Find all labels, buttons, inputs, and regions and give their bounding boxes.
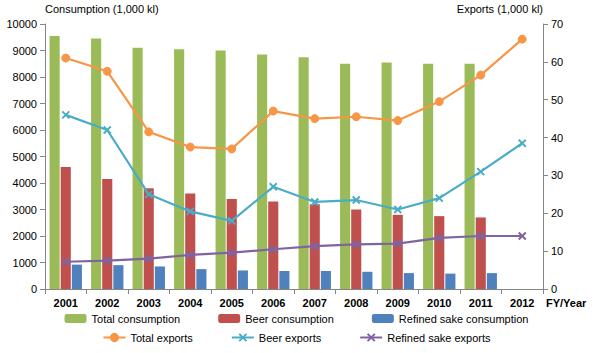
- svg-text:2008: 2008: [344, 297, 368, 309]
- svg-text:5000: 5000: [13, 151, 37, 163]
- svg-text:50: 50: [551, 94, 563, 106]
- svg-text:2009: 2009: [386, 297, 410, 309]
- svg-text:7000: 7000: [13, 98, 37, 110]
- svg-text:2000: 2000: [13, 230, 37, 242]
- svg-text:Consumption (1,000 kl): Consumption (1,000 kl): [45, 3, 159, 15]
- svg-text:2012: 2012: [510, 297, 534, 309]
- svg-text:2011: 2011: [469, 297, 493, 309]
- svg-text:2003: 2003: [137, 297, 161, 309]
- svg-text:10000: 10000: [6, 18, 37, 30]
- svg-text:6000: 6000: [13, 124, 37, 136]
- svg-text:40: 40: [551, 132, 563, 144]
- svg-text:2004: 2004: [178, 297, 203, 309]
- svg-text:Exports (1,000 kl): Exports (1,000 kl): [457, 3, 543, 15]
- svg-text:2001: 2001: [54, 297, 78, 309]
- svg-text:0: 0: [551, 283, 557, 295]
- svg-text:Total consumption: Total consumption: [92, 313, 181, 325]
- svg-text:Beer exports: Beer exports: [259, 332, 322, 344]
- svg-text:70: 70: [551, 18, 563, 30]
- svg-text:30: 30: [551, 169, 563, 181]
- svg-text:Refined sake exports: Refined sake exports: [387, 332, 491, 344]
- svg-text:1000: 1000: [13, 257, 37, 269]
- svg-text:60: 60: [551, 56, 563, 68]
- svg-text:2005: 2005: [220, 297, 244, 309]
- svg-text:9000: 9000: [13, 45, 37, 57]
- svg-text:Refined sake consumption: Refined sake consumption: [399, 313, 529, 325]
- svg-text:4000: 4000: [13, 177, 37, 189]
- svg-text:0: 0: [31, 283, 37, 295]
- svg-text:3000: 3000: [13, 204, 37, 216]
- svg-text:8000: 8000: [13, 71, 37, 83]
- svg-text:FY/Year: FY/Year: [546, 297, 587, 309]
- svg-text:Beer consumption: Beer consumption: [245, 313, 334, 325]
- svg-text:2007: 2007: [303, 297, 327, 309]
- svg-text:10: 10: [551, 245, 563, 257]
- svg-text:2010: 2010: [427, 297, 451, 309]
- svg-text:2006: 2006: [261, 297, 285, 309]
- svg-text:Total exports: Total exports: [130, 332, 193, 344]
- svg-text:20: 20: [551, 207, 563, 219]
- svg-text:2002: 2002: [95, 297, 119, 309]
